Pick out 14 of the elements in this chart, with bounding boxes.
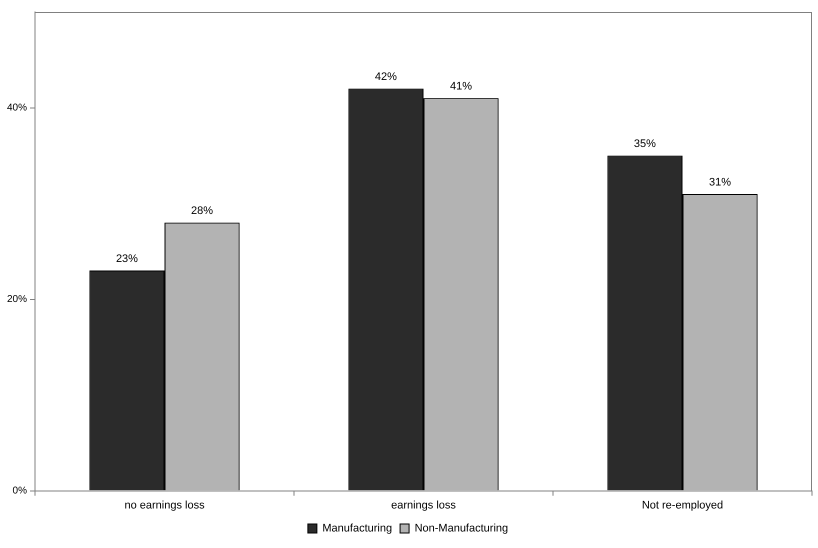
y-tick-label: 40% <box>7 102 28 114</box>
data-label: 28% <box>191 205 214 218</box>
data-label: 41% <box>450 80 472 93</box>
data-label: 23% <box>116 253 138 266</box>
y-tick-label: 0% <box>12 486 28 497</box>
data-label: 42% <box>374 71 398 84</box>
y-tick-label: 20% <box>7 294 28 306</box>
x-tick-label: Not re-employed <box>642 499 724 512</box>
x-tick-label: earnings loss <box>391 499 456 512</box>
legend-label: Manufacturing <box>322 522 392 535</box>
data-label: 31% <box>709 176 732 188</box>
data-label: 35% <box>634 138 656 150</box>
legend-label: Non-Manufacturing <box>414 522 508 535</box>
x-tick-label: no earnings loss <box>124 499 206 512</box>
